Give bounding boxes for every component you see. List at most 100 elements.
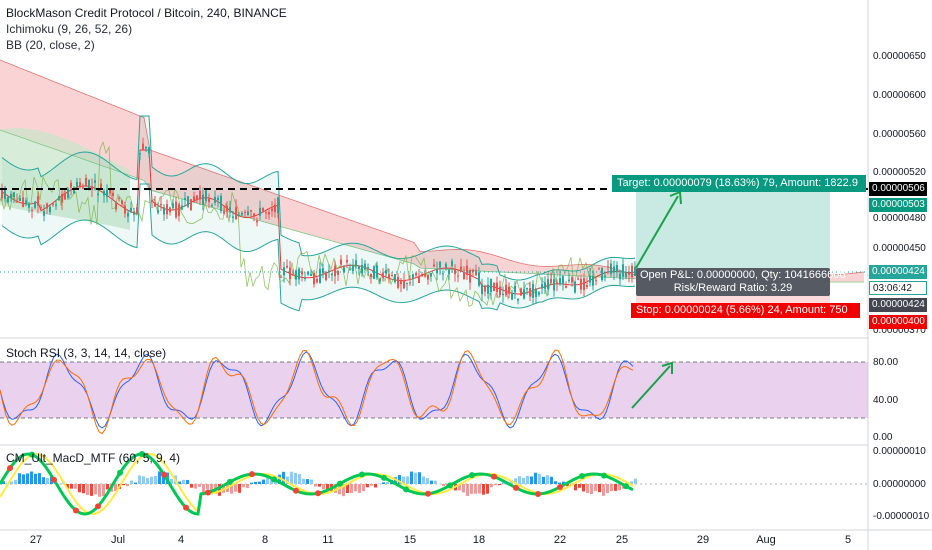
candle-body bbox=[628, 271, 630, 275]
macd-histogram-bar bbox=[310, 479, 313, 484]
macd-histogram-bar bbox=[554, 481, 557, 484]
macd-histogram-bar bbox=[482, 484, 485, 495]
macd-histogram-bar bbox=[26, 473, 29, 484]
candle-body bbox=[457, 275, 459, 277]
ichimoku-legend[interactable]: Ichimoku (9, 26, 52, 26) bbox=[6, 22, 133, 36]
macd-histogram-bar bbox=[246, 484, 249, 489]
macd-cross-dot bbox=[51, 476, 57, 483]
macd-histogram-bar bbox=[122, 484, 125, 486]
macd-histogram-bar bbox=[350, 484, 353, 494]
candle-body bbox=[427, 274, 429, 280]
macd-histogram-bar bbox=[186, 479, 189, 484]
pnl-label[interactable]: Open P&L: 0.00000000, Qty: 1041666666 Ri… bbox=[636, 268, 846, 296]
macd-histogram-bar bbox=[218, 484, 221, 496]
candle-body bbox=[484, 286, 486, 292]
macd-histogram-bar bbox=[602, 484, 605, 496]
macd-histogram-bar bbox=[550, 476, 553, 484]
candle-body bbox=[547, 279, 549, 290]
candle-body bbox=[598, 268, 600, 270]
macd-histogram-bar bbox=[190, 484, 193, 488]
macd-cross-dot bbox=[249, 471, 255, 478]
candle-body bbox=[136, 207, 138, 214]
candle-body bbox=[130, 207, 132, 212]
macd-histogram-bar bbox=[198, 484, 201, 487]
candle-body bbox=[283, 267, 285, 276]
candle-body bbox=[313, 272, 315, 285]
candle-body bbox=[511, 292, 513, 300]
macd-cross-dot bbox=[73, 507, 79, 514]
macd-cross-dot bbox=[293, 487, 299, 494]
candle-body bbox=[493, 282, 495, 292]
candle-body bbox=[607, 266, 609, 268]
macd-cross-dot bbox=[535, 490, 541, 497]
macd-histogram-bar bbox=[538, 473, 541, 484]
macd-cross-dot bbox=[623, 483, 629, 490]
macd-cross-dot bbox=[271, 476, 277, 483]
candle-body bbox=[514, 285, 516, 293]
macd-histogram-bar bbox=[2, 481, 5, 484]
macd-histogram-bar bbox=[358, 484, 361, 494]
candle-body bbox=[520, 288, 522, 296]
candle-body bbox=[121, 200, 123, 204]
candle-body bbox=[379, 278, 381, 282]
macd-cross-dot bbox=[491, 473, 497, 480]
candle-body bbox=[463, 271, 465, 280]
candle-body bbox=[373, 266, 375, 280]
macd-histogram-bar bbox=[342, 484, 345, 497]
macd-legend[interactable]: CM_Ult_MacD_MTF (60, 5, 9, 4) bbox=[6, 451, 181, 465]
macd-histogram-bar bbox=[530, 476, 533, 484]
macd-histogram-bar bbox=[210, 484, 213, 493]
macd-histogram-bar bbox=[590, 484, 593, 495]
rsi-arrow-icon bbox=[631, 365, 671, 409]
price-tick: 0.00000520 bbox=[873, 167, 926, 178]
macd-histogram-bar bbox=[66, 484, 69, 489]
macd-histogram-bar bbox=[422, 476, 425, 484]
macd-histogram-bar bbox=[542, 476, 545, 484]
candle-body bbox=[577, 278, 579, 280]
macd-histogram-bar bbox=[146, 478, 149, 484]
macd-histogram-bar bbox=[154, 475, 157, 484]
candle-body bbox=[286, 265, 288, 268]
macd-cross-dot bbox=[557, 484, 563, 491]
macd-cross-dot bbox=[359, 471, 365, 478]
macd-histogram-bar bbox=[582, 484, 585, 492]
trend-arrow-icon bbox=[669, 190, 682, 205]
stop-label[interactable]: Stop: 0.00000024 (5.66%) 24, Amount: 750 bbox=[631, 303, 860, 318]
target-label[interactable]: Target: 0.00000079 (18.63%) 79, Amount: … bbox=[612, 175, 866, 192]
candle-body bbox=[154, 202, 156, 207]
macd-histogram-bar bbox=[42, 477, 45, 484]
candle-body bbox=[508, 286, 510, 294]
macd-histogram-bar bbox=[22, 474, 25, 484]
macd-histogram-bar bbox=[494, 484, 497, 486]
macd-histogram-bar bbox=[266, 477, 269, 484]
macd-histogram-bar bbox=[290, 471, 293, 484]
macd-cross-dot bbox=[447, 482, 453, 489]
candle-body bbox=[418, 276, 420, 283]
candle-body bbox=[505, 284, 507, 296]
candle-body bbox=[394, 274, 396, 282]
macd-histogram-bar bbox=[374, 484, 377, 488]
bollinger-legend[interactable]: BB (20, close, 2) bbox=[6, 38, 95, 52]
macd-histogram-bar bbox=[270, 478, 273, 484]
candle-body bbox=[541, 284, 543, 289]
candle-body bbox=[112, 192, 114, 197]
candle-body bbox=[223, 211, 225, 214]
candle-body bbox=[583, 278, 585, 290]
candle-body bbox=[574, 281, 576, 293]
candle-body bbox=[502, 293, 504, 296]
macd-histogram-bar bbox=[306, 479, 309, 484]
macd-cross-dot bbox=[403, 486, 409, 493]
time-tick: 29 bbox=[696, 534, 710, 546]
candle-body bbox=[118, 197, 120, 199]
candle-body bbox=[229, 207, 231, 212]
candle-body bbox=[622, 264, 624, 277]
candle-body bbox=[532, 284, 534, 298]
candle-body bbox=[316, 278, 318, 283]
candle-body bbox=[247, 211, 249, 215]
candle-body bbox=[238, 214, 240, 216]
chart-title[interactable]: BlockMason Credit Protocol / Bitcoin, 24… bbox=[6, 6, 287, 20]
candle-body bbox=[634, 266, 636, 276]
macd-histogram-bar bbox=[138, 475, 141, 484]
stoch-rsi-legend[interactable]: Stoch RSI (3, 3, 14, 14, close) bbox=[6, 346, 167, 360]
